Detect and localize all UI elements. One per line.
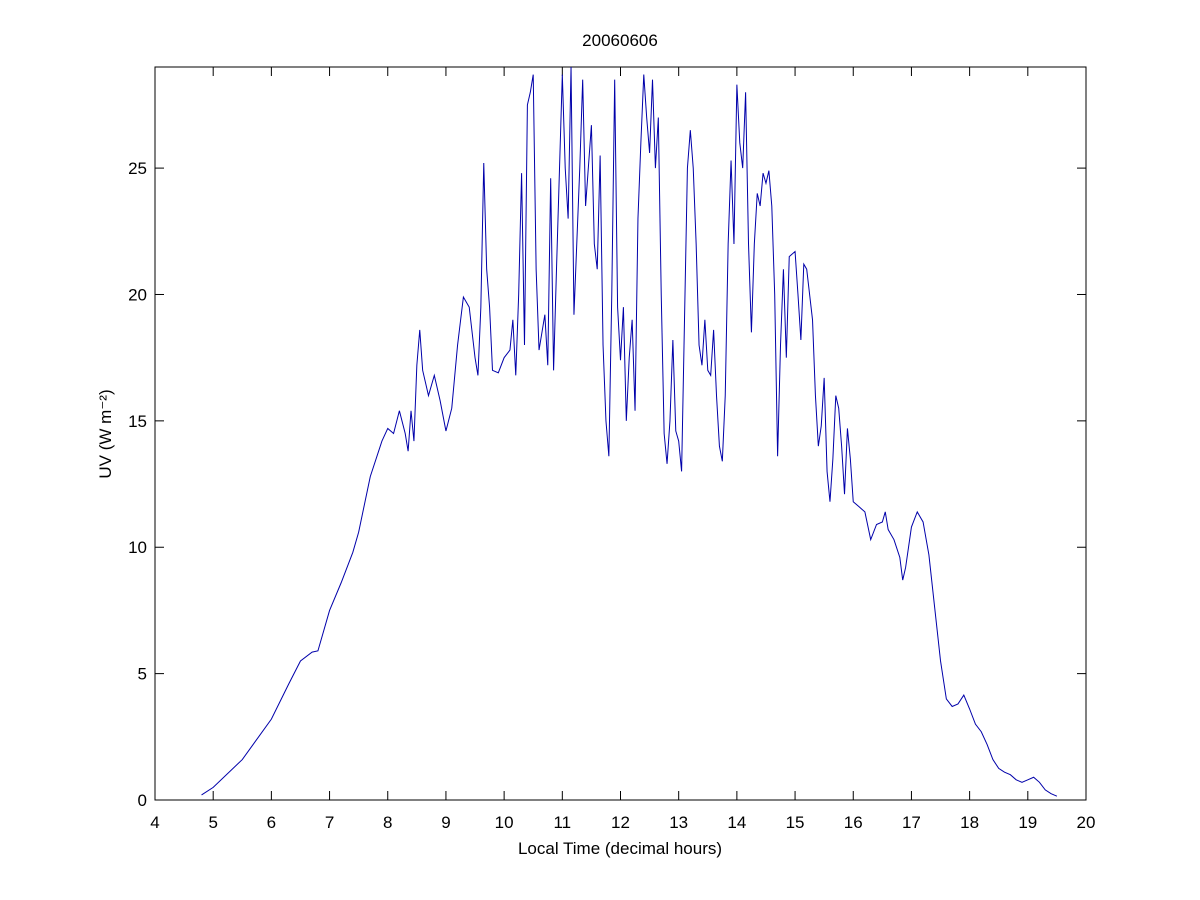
y-tick-label: 25: [128, 159, 147, 178]
x-tick-label: 20: [1077, 813, 1096, 832]
x-tick-label: 4: [150, 813, 159, 832]
x-tick-label: 11: [553, 813, 571, 832]
chart-title: 20060606: [582, 31, 658, 50]
data-line: [201, 66, 1058, 797]
x-tick-label: 14: [727, 813, 746, 832]
x-tick-label: 10: [495, 813, 514, 832]
y-tick-label: 0: [138, 791, 147, 810]
x-tick-label: 6: [267, 813, 276, 832]
x-tick-label: 13: [669, 813, 688, 832]
y-axis-label: UV (W m⁻²): [96, 389, 115, 478]
x-tick-label: 19: [1018, 813, 1037, 832]
x-tick-label: 7: [325, 813, 334, 832]
y-tick-label: 15: [128, 412, 147, 431]
x-tick-label: 17: [902, 813, 921, 832]
x-tick-label: 15: [786, 813, 805, 832]
x-tick-label: 16: [844, 813, 863, 832]
x-tick-label: 12: [611, 813, 630, 832]
x-axis-label: Local Time (decimal hours): [518, 839, 722, 858]
x-tick-label: 5: [208, 813, 217, 832]
y-tick-label: 5: [138, 665, 147, 684]
y-tick-label: 10: [128, 538, 147, 557]
x-tick-label: 9: [441, 813, 450, 832]
x-tick-label: 18: [960, 813, 979, 832]
x-tick-label: 8: [383, 813, 392, 832]
y-tick-label: 20: [128, 285, 147, 304]
